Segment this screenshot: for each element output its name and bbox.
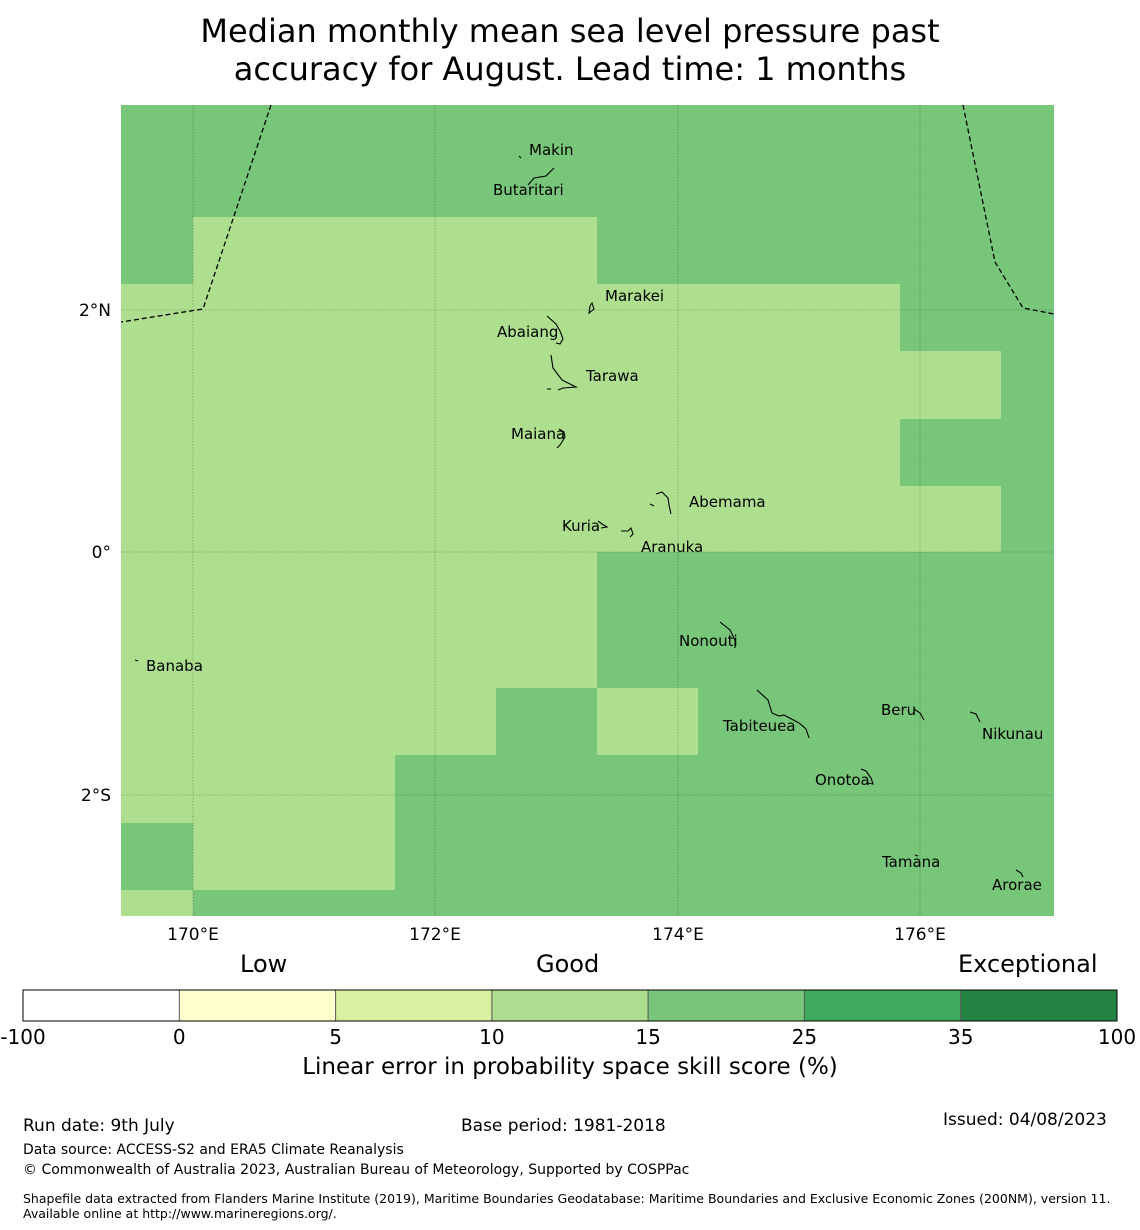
x-tick-label: 174°E xyxy=(652,925,704,945)
label-banaba: Banaba xyxy=(146,657,203,675)
island-tamana xyxy=(914,854,919,857)
island-tabiteuea xyxy=(756,689,810,739)
colorbar-tick: 5 xyxy=(329,1025,342,1049)
island-makin xyxy=(518,155,522,159)
label-tamana: Tamana xyxy=(881,853,940,871)
data-source: Data source: ACCESS-S2 and ERA5 Climate … xyxy=(23,1142,404,1158)
label-nikunau: Nikunau xyxy=(982,725,1043,743)
island-tarawa xyxy=(547,354,579,391)
label-butaritari: Butaritari xyxy=(493,181,564,199)
label-kuria: Kuria xyxy=(562,517,600,535)
island-labels: Makin Butaritari Marakei Abaiang Tarawa … xyxy=(146,141,1043,894)
label-marakei: Marakei xyxy=(605,287,664,305)
colorbar-tick: 10 xyxy=(479,1025,504,1049)
good-skill-cell-east-2 xyxy=(900,486,1001,552)
label-tarawa: Tarawa xyxy=(585,367,639,385)
y-tick-label: 0° xyxy=(92,543,111,563)
island-onotoa xyxy=(860,768,874,785)
good-skill-cell-east-1 xyxy=(900,351,1001,419)
island-arorae xyxy=(1015,869,1024,878)
colorbar-label: Linear error in probability space skill … xyxy=(302,1054,838,1080)
colorbar-header-low: Low xyxy=(240,950,288,978)
y-tick-label: 2°S xyxy=(81,786,111,806)
skill-grid xyxy=(121,105,1054,916)
colorbar: -100 0 5 10 15 25 35 100 xyxy=(0,989,1136,1049)
y-axis-ticks: 2°N 0° 2°S xyxy=(79,301,111,806)
x-tick-label: 176°E xyxy=(894,925,946,945)
label-tabiteuea: Tabiteuea xyxy=(722,717,796,735)
y-tick-label: 2°N xyxy=(79,301,111,321)
label-onotoa: Onotoa xyxy=(815,771,870,789)
x-axis-ticks: 170°E 172°E 174°E 176°E xyxy=(167,925,946,945)
colorbar-tick: 35 xyxy=(948,1025,973,1049)
x-tick-label: 172°E xyxy=(409,925,461,945)
label-nonouti: Nonouti xyxy=(679,632,738,650)
island-butaritari xyxy=(527,167,555,186)
eez-boundary-east xyxy=(962,104,1055,315)
island-kuria xyxy=(597,520,609,529)
colorbar-segment xyxy=(648,990,805,1021)
island-nonouti xyxy=(719,621,736,648)
good-skill-region xyxy=(121,217,900,890)
colorbar-segment xyxy=(335,990,492,1021)
label-arorae: Arorae xyxy=(992,876,1042,894)
island-beru xyxy=(913,708,925,721)
x-tick-label: 170°E xyxy=(167,925,219,945)
island-abemama xyxy=(649,491,672,515)
island-maiana xyxy=(556,428,566,449)
label-maiana: Maiana xyxy=(511,425,565,443)
island-abaiang xyxy=(546,315,564,345)
colorbar-header-exceptional: Exceptional xyxy=(958,950,1098,978)
colorbar-tick: 100 xyxy=(1098,1025,1136,1049)
eez-boundaries xyxy=(120,104,1055,323)
issued-date: Issued: 04/08/2023 xyxy=(943,1110,1107,1130)
colorbar-header-good: Good xyxy=(536,950,600,978)
label-beru: Beru xyxy=(881,701,916,719)
island-aranuka xyxy=(621,526,634,538)
colorbar-segment xyxy=(179,990,336,1021)
label-makin: Makin xyxy=(529,141,574,159)
label-abaiang: Abaiang xyxy=(497,323,558,341)
island-banaba xyxy=(134,659,139,662)
colorbar-tick: 25 xyxy=(792,1025,817,1049)
good-skill-cell-south xyxy=(597,688,698,755)
island-outlines xyxy=(134,155,1024,878)
colorbar-tick: -100 xyxy=(0,1025,45,1049)
colorbar-tick: 15 xyxy=(635,1025,660,1049)
colorbar-tick: 0 xyxy=(173,1025,186,1049)
shapefile-credit: Shapefile data extracted from Flanders M… xyxy=(23,1191,1111,1221)
gridlines xyxy=(121,105,1054,916)
island-marakei xyxy=(588,301,595,315)
title-line-1: Median monthly mean sea level pressure p… xyxy=(200,12,940,50)
colorbar-segment xyxy=(491,990,649,1021)
base-period: Base period: 1981-2018 xyxy=(461,1116,666,1136)
label-abemama: Abemama xyxy=(689,493,766,511)
map-title: Median monthly mean sea level pressure p… xyxy=(0,12,1140,88)
run-date: Run date: 9th July xyxy=(23,1116,175,1136)
colorbar-segment xyxy=(804,990,961,1021)
good-skill-cell-southwest xyxy=(121,890,193,916)
colorbar-segment xyxy=(960,990,1117,1021)
colorbar-segment xyxy=(23,990,180,1021)
label-aranuka: Aranuka xyxy=(641,538,703,556)
colorbar-frame xyxy=(22,989,1118,1022)
copyright: © Commonwealth of Australia 2023, Austra… xyxy=(23,1162,690,1178)
island-nikunau xyxy=(969,711,981,723)
title-line-2: accuracy for August. Lead time: 1 months xyxy=(233,50,907,88)
